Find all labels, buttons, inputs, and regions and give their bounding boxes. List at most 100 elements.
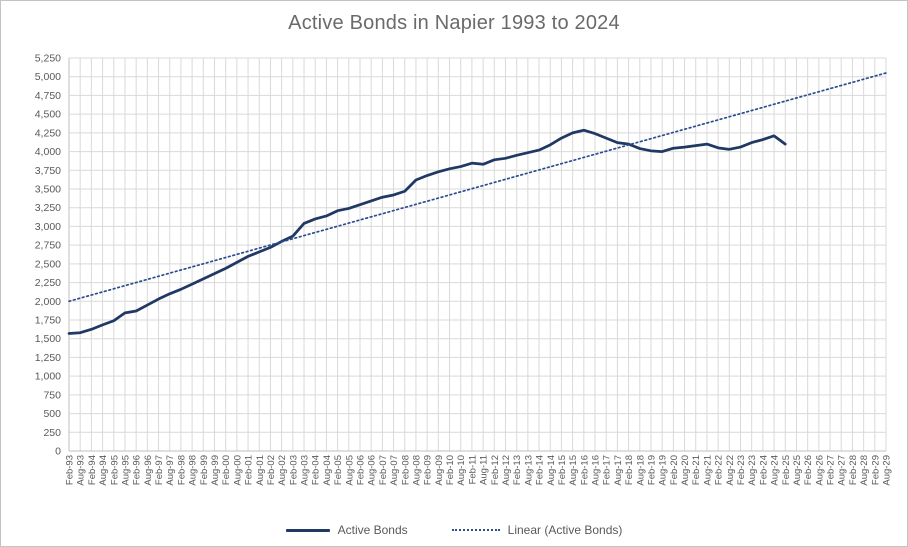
svg-text:Feb-02: Feb-02 bbox=[266, 455, 277, 485]
svg-text:Aug-27: Aug-27 bbox=[837, 455, 848, 486]
svg-text:Feb-20: Feb-20 bbox=[669, 455, 680, 485]
svg-text:Feb-04: Feb-04 bbox=[311, 455, 322, 485]
svg-text:1,750: 1,750 bbox=[35, 315, 61, 327]
svg-text:Feb-21: Feb-21 bbox=[691, 455, 702, 485]
svg-text:Aug-29: Aug-29 bbox=[882, 455, 893, 486]
svg-text:Aug-96: Aug-96 bbox=[143, 455, 154, 486]
svg-text:Aug-95: Aug-95 bbox=[120, 455, 131, 486]
svg-text:Feb-15: Feb-15 bbox=[557, 455, 568, 485]
svg-text:1,000: 1,000 bbox=[35, 371, 61, 383]
svg-text:Aug-01: Aug-01 bbox=[255, 455, 266, 486]
svg-text:Aug-12: Aug-12 bbox=[501, 455, 512, 486]
svg-text:Feb-14: Feb-14 bbox=[535, 455, 546, 485]
svg-text:Feb-97: Feb-97 bbox=[154, 455, 165, 485]
legend-item-linear-active-bonds: Linear (Active Bonds) bbox=[451, 523, 623, 537]
svg-text:Aug-00: Aug-00 bbox=[232, 455, 243, 486]
svg-text:Aug-16: Aug-16 bbox=[591, 455, 602, 486]
svg-text:Feb-01: Feb-01 bbox=[244, 455, 255, 485]
svg-text:Feb-11: Feb-11 bbox=[467, 455, 478, 484]
svg-text:750: 750 bbox=[43, 389, 61, 401]
svg-text:Feb-27: Feb-27 bbox=[826, 455, 837, 485]
svg-text:4,000: 4,000 bbox=[35, 146, 61, 158]
svg-text:Feb-13: Feb-13 bbox=[512, 455, 523, 485]
legend-label: Linear (Active Bonds) bbox=[507, 523, 623, 537]
svg-text:Feb-28: Feb-28 bbox=[848, 455, 859, 485]
chart-title: Active Bonds in Napier 1993 to 2024 bbox=[288, 12, 620, 34]
svg-text:Feb-07: Feb-07 bbox=[378, 455, 389, 485]
svg-text:Feb-03: Feb-03 bbox=[288, 455, 299, 485]
svg-text:3,250: 3,250 bbox=[35, 202, 61, 214]
svg-text:Feb-06: Feb-06 bbox=[355, 455, 366, 485]
svg-text:Aug-97: Aug-97 bbox=[165, 455, 176, 486]
svg-text:Aug-23: Aug-23 bbox=[747, 455, 758, 486]
svg-text:Feb-08: Feb-08 bbox=[400, 455, 411, 485]
svg-text:Aug-02: Aug-02 bbox=[277, 455, 288, 486]
svg-text:2,750: 2,750 bbox=[35, 240, 61, 252]
svg-text:Feb-95: Feb-95 bbox=[109, 455, 120, 485]
svg-text:Feb-09: Feb-09 bbox=[423, 455, 434, 485]
legend: Active Bonds Linear (Active Bonds) bbox=[1, 523, 907, 537]
svg-text:0: 0 bbox=[55, 446, 61, 458]
svg-text:Aug-07: Aug-07 bbox=[389, 455, 400, 486]
svg-text:2,500: 2,500 bbox=[35, 258, 61, 270]
svg-text:Aug-28: Aug-28 bbox=[859, 455, 870, 486]
dotted-line-swatch-icon bbox=[451, 529, 500, 531]
svg-text:Aug-24: Aug-24 bbox=[770, 455, 781, 486]
svg-text:4,250: 4,250 bbox=[35, 127, 61, 139]
svg-text:Feb-05: Feb-05 bbox=[333, 455, 344, 485]
svg-text:Feb-23: Feb-23 bbox=[736, 455, 747, 485]
svg-text:Feb-22: Feb-22 bbox=[714, 455, 725, 485]
svg-text:Aug-93: Aug-93 bbox=[76, 455, 87, 486]
svg-text:Aug-08: Aug-08 bbox=[411, 455, 422, 486]
svg-text:Aug-99: Aug-99 bbox=[210, 455, 221, 486]
svg-text:Feb-17: Feb-17 bbox=[602, 455, 613, 485]
svg-text:Feb-24: Feb-24 bbox=[758, 455, 769, 485]
svg-text:Feb-25: Feb-25 bbox=[781, 455, 792, 485]
svg-text:2,250: 2,250 bbox=[35, 277, 61, 289]
svg-text:Aug-14: Aug-14 bbox=[546, 455, 557, 486]
svg-text:1,250: 1,250 bbox=[35, 352, 61, 364]
svg-text:2,000: 2,000 bbox=[35, 296, 61, 308]
svg-text:Feb-10: Feb-10 bbox=[445, 455, 456, 485]
svg-text:Aug-20: Aug-20 bbox=[680, 455, 691, 486]
svg-text:Aug-19: Aug-19 bbox=[658, 455, 669, 486]
legend-label: Active Bonds bbox=[337, 523, 408, 537]
svg-text:Aug-15: Aug-15 bbox=[568, 455, 579, 486]
svg-text:Aug-11: Aug-11 bbox=[479, 455, 490, 485]
svg-text:4,500: 4,500 bbox=[35, 109, 61, 121]
svg-text:Aug-98: Aug-98 bbox=[188, 455, 199, 486]
svg-text:Feb-29: Feb-29 bbox=[870, 455, 881, 485]
svg-text:Feb-00: Feb-00 bbox=[221, 455, 232, 485]
svg-text:Aug-06: Aug-06 bbox=[367, 455, 378, 486]
svg-text:Aug-13: Aug-13 bbox=[523, 455, 534, 486]
svg-text:4,750: 4,750 bbox=[35, 90, 61, 102]
svg-text:Aug-04: Aug-04 bbox=[322, 455, 333, 486]
svg-text:Aug-05: Aug-05 bbox=[344, 455, 355, 486]
svg-text:Aug-17: Aug-17 bbox=[613, 455, 624, 486]
svg-text:Aug-03: Aug-03 bbox=[300, 455, 311, 486]
svg-text:Aug-94: Aug-94 bbox=[98, 455, 109, 486]
svg-text:3,750: 3,750 bbox=[35, 165, 61, 177]
svg-text:Aug-09: Aug-09 bbox=[434, 455, 445, 486]
svg-text:3,500: 3,500 bbox=[35, 184, 61, 196]
svg-text:Feb-12: Feb-12 bbox=[490, 455, 501, 485]
svg-text:Feb-96: Feb-96 bbox=[132, 455, 143, 485]
svg-text:Aug-18: Aug-18 bbox=[635, 455, 646, 486]
svg-text:Feb-18: Feb-18 bbox=[624, 455, 635, 485]
svg-text:Feb-94: Feb-94 bbox=[87, 455, 98, 485]
svg-text:3,000: 3,000 bbox=[35, 221, 61, 233]
svg-text:Feb-98: Feb-98 bbox=[176, 455, 187, 485]
svg-text:Feb-93: Feb-93 bbox=[65, 455, 76, 485]
svg-text:Aug-26: Aug-26 bbox=[814, 455, 825, 486]
svg-text:250: 250 bbox=[43, 427, 61, 439]
svg-text:Feb-19: Feb-19 bbox=[646, 455, 657, 485]
svg-text:Aug-22: Aug-22 bbox=[725, 455, 736, 486]
svg-text:Feb-26: Feb-26 bbox=[803, 455, 814, 485]
svg-text:Aug-21: Aug-21 bbox=[702, 455, 713, 486]
svg-text:Aug-10: Aug-10 bbox=[456, 455, 467, 486]
svg-text:Feb-16: Feb-16 bbox=[579, 455, 590, 485]
svg-text:Feb-99: Feb-99 bbox=[199, 455, 210, 485]
legend-item-active-bonds: Active Bonds bbox=[285, 523, 408, 537]
svg-text:1,500: 1,500 bbox=[35, 333, 61, 345]
